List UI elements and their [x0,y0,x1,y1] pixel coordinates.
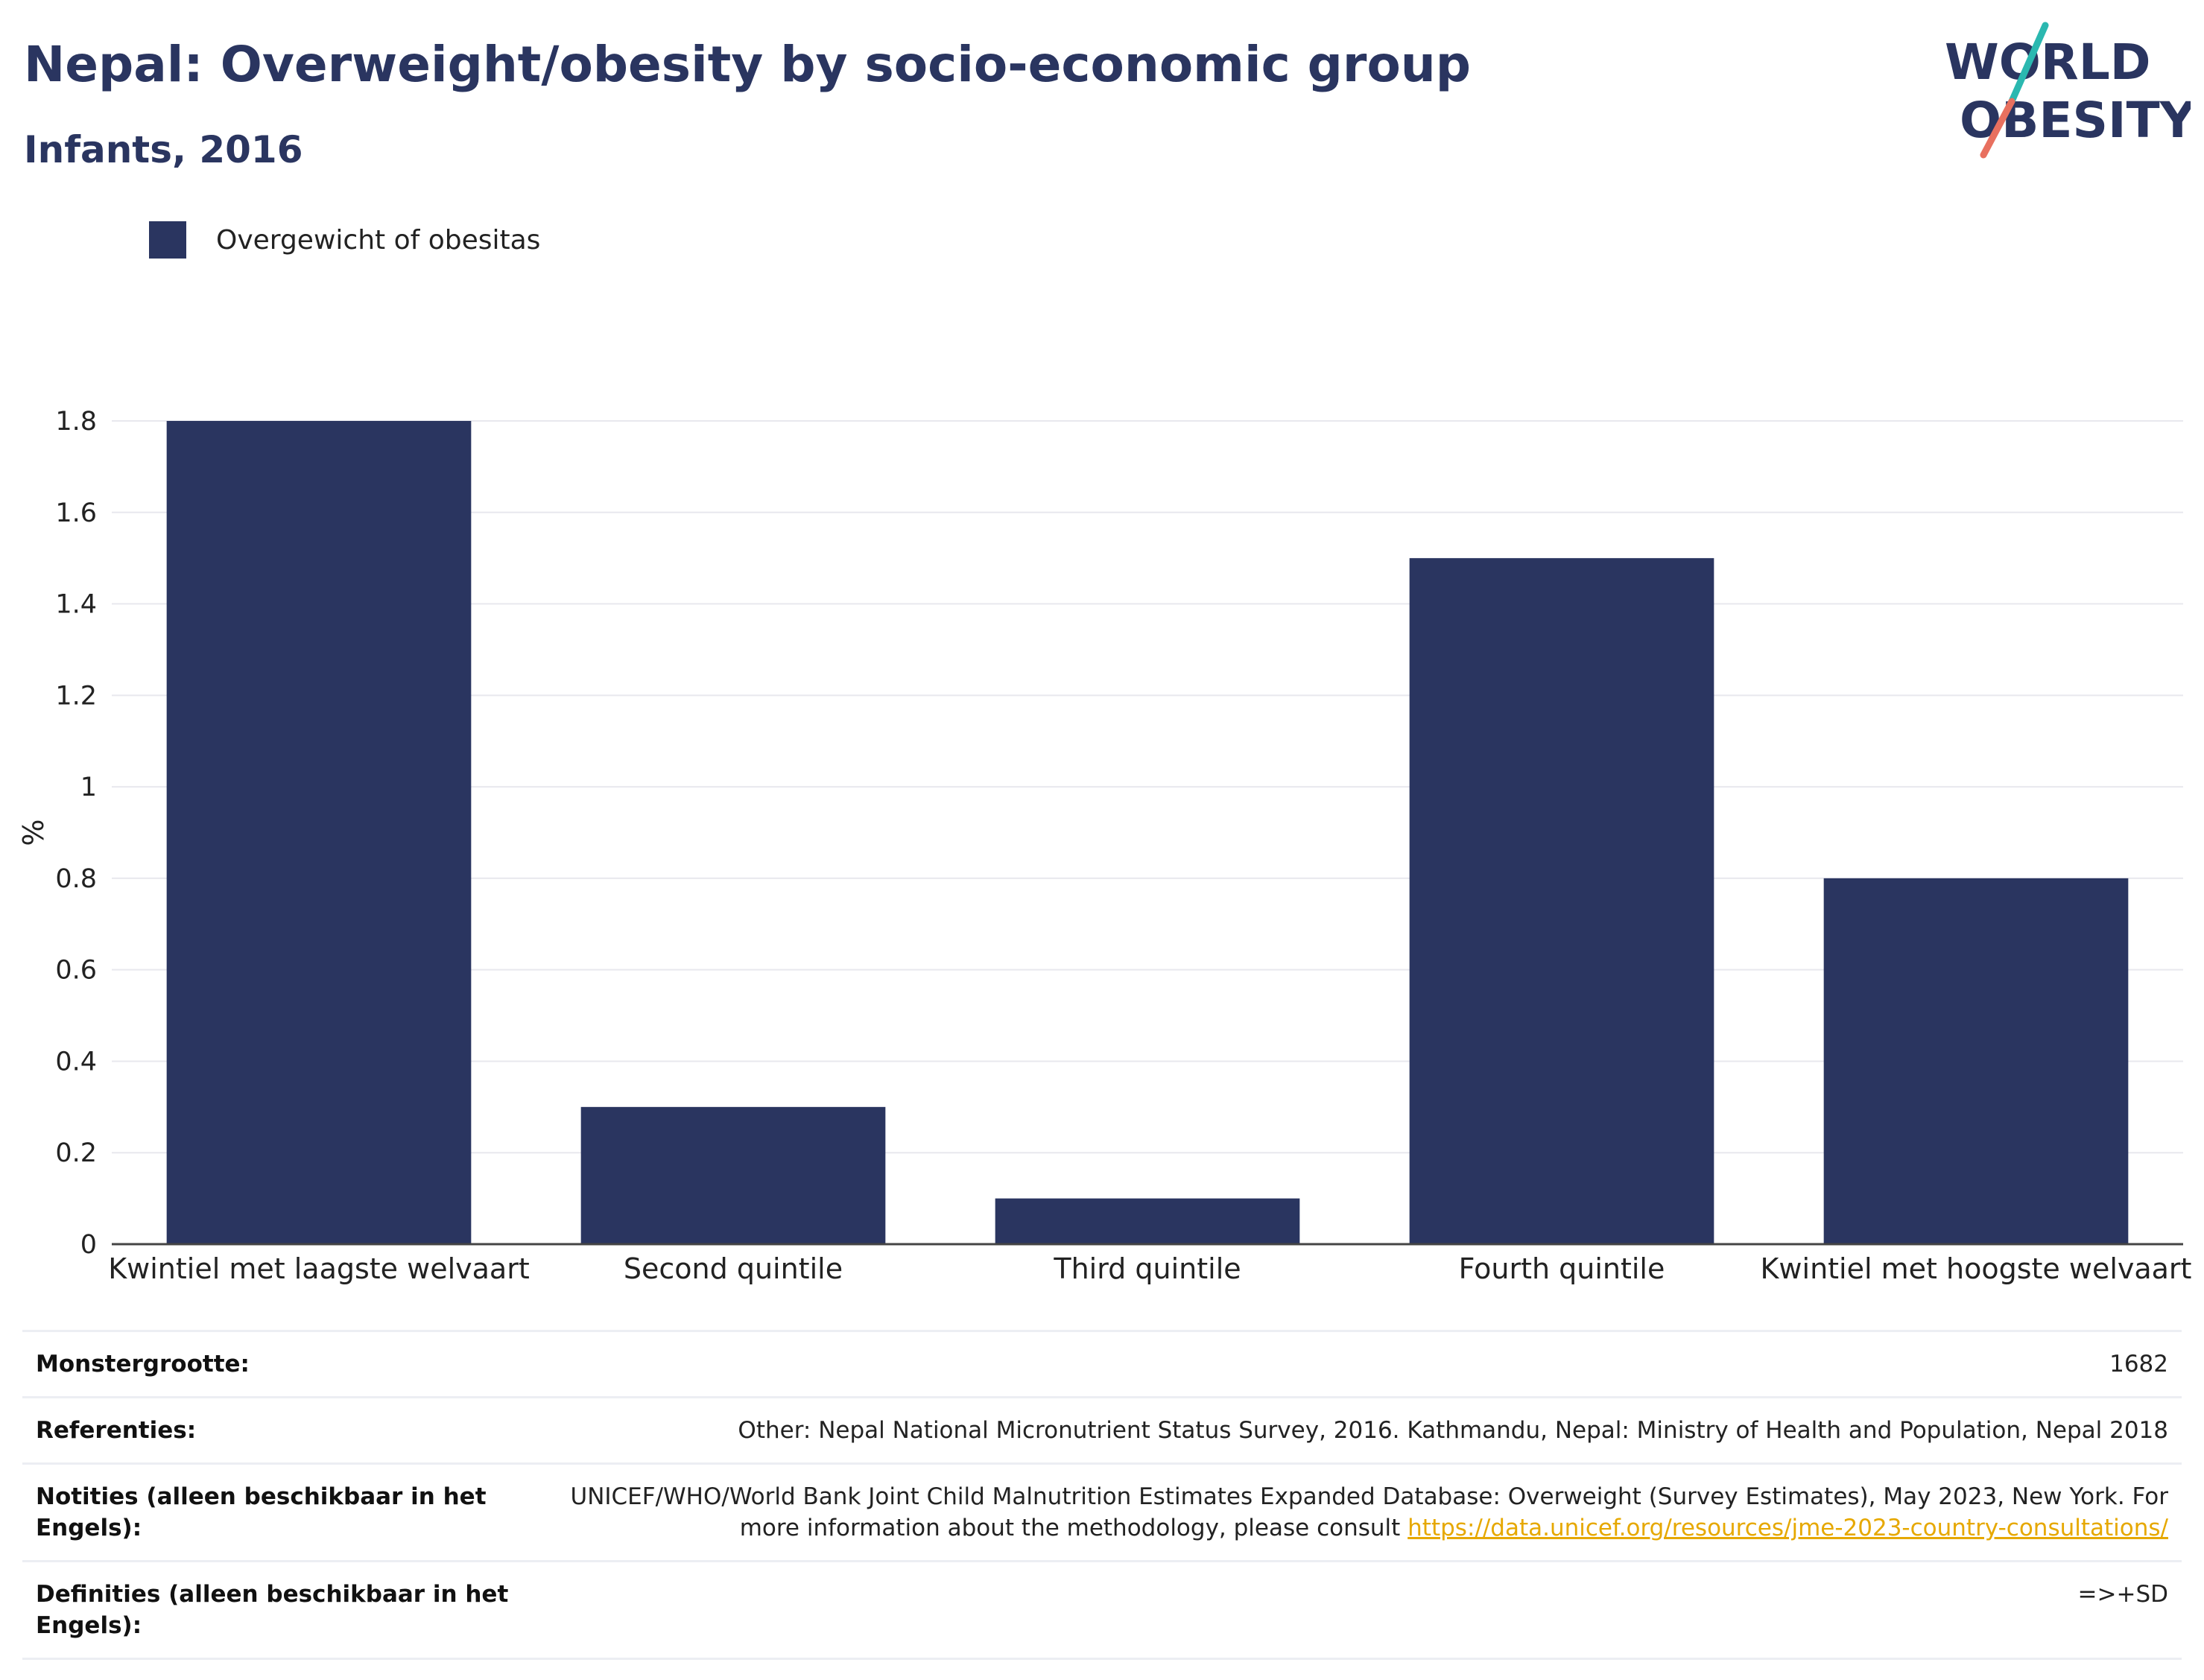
bar-chart: 0 0.2 0.4 0.6 0.8 1 1.2 1.4 1.6 1.8 Kwintiel met … [17,407,2191,1285]
bar [1409,558,1714,1244]
references-value: Other: Nepal National Micronutrient Stat… [738,1417,2168,1444]
y-tick-label: 0 [80,1230,97,1260]
y-axis-ticks: 0 0.2 0.4 0.6 0.8 1 1.2 1.4 1.6 1.8 [55,407,97,1260]
y-tick-label: 1.8 [55,407,97,437]
logo-slash-teal [2008,22,2049,105]
logo-slash-coral [1980,98,2015,159]
y-tick-label: 0.2 [55,1138,97,1168]
y-tick-label: 1.4 [55,590,97,620]
notes-value: UNICEF/WHO/World Bank Joint Child Malnut… [544,1481,2169,1544]
y-tick-label: 0.4 [55,1047,97,1077]
logo-line-1: WORLD [1945,34,2151,91]
y-tick-label: 1 [80,773,97,802]
world-obesity-logo: WORLD OBESITY [1945,22,2191,159]
sample-size-label: Monstergrootte: [36,1351,250,1378]
x-category-label: Fourth quintile [1459,1252,1665,1285]
x-category-label: Second quintile [624,1252,843,1285]
methodology-link[interactable]: https://data.unicef.org/resources/jme-20… [1407,1515,2168,1541]
legend-label: Overgewicht of obesitas [216,224,541,256]
bar [580,1106,886,1244]
y-tick-label: 1.2 [55,681,97,711]
definitions-value: =>+SD [2077,1581,2168,1608]
info-row-sample-size: Monstergrootte: 1682 [22,1330,2182,1396]
chart-title: Nepal: Overweight/obesity by socio-econo… [24,36,1472,93]
sample-size-value: 1682 [2109,1351,2168,1378]
bar [1823,878,2129,1244]
x-category-label: Third quintile [1053,1252,1241,1285]
y-tick-label: 0.6 [55,956,97,986]
definitions-label: Definities (alleen beschikbaar in het En… [36,1581,509,1639]
info-table: Monstergrootte: 1682 Referenties: Other:… [22,1330,2182,1660]
notes-label: Notities (alleen beschikbaar in het Enge… [36,1483,487,1541]
legend[interactable]: Overgewicht of obesitas [149,221,540,259]
info-row-notes: Notities (alleen beschikbaar in het Enge… [22,1462,2182,1560]
y-tick-label: 0.8 [55,864,97,894]
bar [166,421,472,1244]
legend-swatch [149,221,186,259]
y-tick-label: 1.6 [55,498,97,528]
notes-text: UNICEF/WHO/World Bank Joint Child Malnut… [570,1483,2169,1541]
info-row-references: Referenties: Other: Nepal National Micro… [22,1396,2182,1462]
info-row-definitions: Definities (alleen beschikbaar in het En… [22,1560,2182,1660]
bars [166,421,2129,1244]
chart-subtitle: Infants, 2016 [24,128,303,171]
x-axis-categories: Kwintiel met laagste welvaart Second quin… [108,1252,2191,1285]
references-label: Referenties: [36,1417,197,1444]
x-category-label: Kwintiel met laagste welvaart [108,1252,530,1285]
y-axis-title: % [17,819,50,846]
x-category-label: Kwintiel met hoogste welvaart [1761,1252,2192,1285]
bar [995,1198,1300,1244]
